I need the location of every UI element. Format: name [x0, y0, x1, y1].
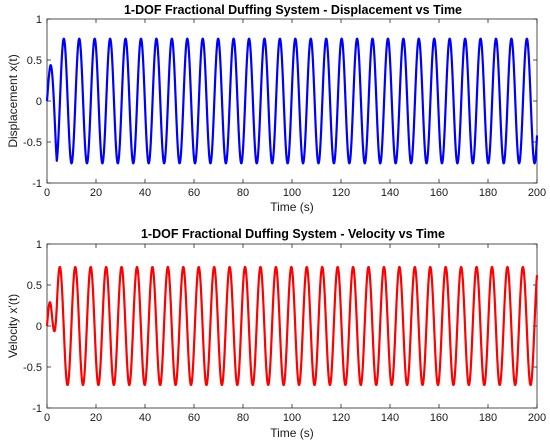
x-tick-label: 140	[381, 187, 399, 199]
x-tick-label: 80	[237, 187, 249, 199]
x-tick-label: 40	[139, 187, 151, 199]
x-tick-label: 20	[90, 412, 102, 424]
chart-title: 1-DOF Fractional Duffing System - Displa…	[124, 3, 462, 17]
series-line-velocity	[45, 265, 539, 387]
y-tick-label: 0	[36, 96, 42, 108]
x-tick-label: 180	[479, 412, 497, 424]
x-axis-label: Time (s)	[270, 426, 314, 440]
x-tick-label: 160	[430, 187, 448, 199]
x-tick-label: 200	[528, 187, 546, 199]
y-tick-label: -0.5	[23, 137, 42, 149]
tick-marks	[46, 18, 538, 184]
x-tick-label: 60	[188, 412, 200, 424]
chart-title: 1-DOF Fractional Duffing System - Veloci…	[141, 227, 445, 241]
y-axis-label: Velocity x'(t)	[6, 294, 20, 358]
x-tick-label: 40	[139, 412, 151, 424]
y-axis-label: Displacement x(t)	[6, 54, 20, 147]
x-tick-label: 60	[188, 187, 200, 199]
x-tick-label: 120	[332, 412, 350, 424]
x-tick-label: 0	[44, 187, 50, 199]
x-tick-label: 120	[332, 187, 350, 199]
x-tick-label: 180	[479, 187, 497, 199]
y-tick-label: 1	[36, 239, 42, 251]
x-tick-label: 20	[90, 187, 102, 199]
x-tick-label: 80	[237, 412, 249, 424]
x-tick-label: 100	[283, 187, 301, 199]
tick-labels: 0 20 40 60 80 100 120 140 160 180 200 -1 -0.5 0 0.5 1	[23, 239, 546, 424]
y-tick-label: 0	[36, 321, 42, 333]
chart-velocity: 1-DOF Fractional Duffing System - Veloci…	[6, 227, 546, 440]
x-tick-label: 140	[381, 412, 399, 424]
chart-displacement: 1-DOF Fractional Duffing System - Displa…	[6, 3, 546, 214]
y-tick-label: 1	[36, 14, 42, 26]
y-tick-label: 0.5	[27, 280, 42, 292]
x-tick-label: 0	[44, 412, 50, 424]
x-tick-label: 160	[430, 412, 448, 424]
series-line-displacement	[45, 37, 539, 165]
y-tick-label: -0.5	[23, 362, 42, 374]
y-tick-label: -1	[32, 178, 42, 190]
x-tick-label: 100	[283, 412, 301, 424]
x-tick-label: 200	[528, 412, 546, 424]
x-axis-label: Time (s)	[270, 200, 314, 214]
y-tick-label: -1	[32, 403, 42, 415]
y-tick-label: 0.5	[27, 55, 42, 67]
tick-labels: 0 20 40 60 80 100 120 140 160 180 200 -1 -0.5 0 0.5 1	[23, 14, 546, 199]
